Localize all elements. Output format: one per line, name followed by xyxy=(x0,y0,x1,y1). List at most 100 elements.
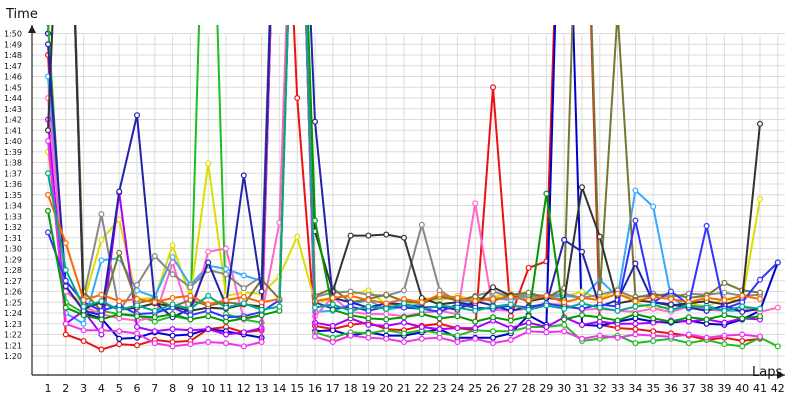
data-point xyxy=(347,307,354,314)
data-point xyxy=(703,294,710,301)
data-point xyxy=(116,188,123,195)
data-point xyxy=(578,321,585,328)
data-point xyxy=(561,321,568,328)
y-tick-label: 1:42 xyxy=(4,116,22,125)
x-tick-label: 15 xyxy=(290,382,304,395)
data-point xyxy=(80,337,87,344)
data-point xyxy=(703,334,710,341)
data-point xyxy=(507,317,514,324)
x-tick-label: 25 xyxy=(468,382,482,395)
x-tick-label: 34 xyxy=(628,382,642,395)
data-point xyxy=(205,307,212,314)
y-tick-label: 1:26 xyxy=(4,288,22,297)
data-point xyxy=(151,328,158,335)
data-point xyxy=(62,320,69,327)
data-point xyxy=(525,313,532,320)
data-point xyxy=(151,307,158,314)
data-point xyxy=(169,242,176,249)
y-tick-label: 1:28 xyxy=(4,266,22,275)
x-tick-label: 14 xyxy=(272,382,286,395)
data-point xyxy=(454,332,461,339)
data-point xyxy=(454,325,461,332)
data-point xyxy=(312,333,319,340)
y-tick-labels: 1:20 1:211:22 1:23 1:24 1:251:26 1:27 1:28 1:29… xyxy=(4,30,22,362)
x-tick-label: 24 xyxy=(450,382,464,395)
y-tick-label: 1:29 xyxy=(4,255,22,264)
data-point xyxy=(721,297,728,304)
data-point xyxy=(62,267,69,274)
data-point xyxy=(240,343,247,350)
data-point xyxy=(116,341,123,348)
data-point xyxy=(774,343,781,350)
series-group xyxy=(44,10,781,353)
data-point xyxy=(169,254,176,261)
data-point xyxy=(578,305,585,312)
data-point xyxy=(596,297,603,304)
data-point xyxy=(614,290,621,297)
data-point xyxy=(472,200,479,207)
data-point xyxy=(329,301,336,308)
data-point xyxy=(401,319,408,326)
y-axis-arrow xyxy=(28,25,36,33)
data-point xyxy=(739,292,746,299)
data-point xyxy=(44,207,51,214)
data-point xyxy=(525,289,532,296)
data-point xyxy=(685,331,692,338)
data-point xyxy=(62,331,69,338)
data-point xyxy=(454,304,461,311)
data-point xyxy=(632,326,639,333)
data-point xyxy=(169,294,176,301)
data-point xyxy=(223,318,230,325)
data-point xyxy=(134,313,141,320)
y-tick-label: 1:27 xyxy=(4,277,22,286)
data-point xyxy=(98,291,105,298)
data-point xyxy=(632,260,639,267)
data-point xyxy=(615,10,620,15)
data-point xyxy=(525,319,532,326)
data-point xyxy=(490,328,497,335)
data-point xyxy=(62,283,69,290)
data-point xyxy=(44,127,51,134)
data-point xyxy=(116,216,123,223)
y-tick-label: 1:36 xyxy=(4,180,22,189)
data-point xyxy=(347,232,354,239)
data-point xyxy=(756,120,763,127)
data-point xyxy=(169,311,176,318)
data-point xyxy=(44,191,51,198)
data-point xyxy=(721,341,728,348)
y-tick-label: 1:34 xyxy=(4,202,22,211)
data-point xyxy=(98,307,105,314)
data-point xyxy=(187,341,194,348)
data-point xyxy=(507,307,514,314)
data-point xyxy=(187,292,194,299)
data-point xyxy=(490,340,497,347)
data-point xyxy=(774,259,781,266)
data-point xyxy=(240,172,247,179)
x-tick-label: 40 xyxy=(735,382,749,395)
data-point xyxy=(44,170,51,177)
y-tick-label: 1:20 xyxy=(4,352,22,361)
data-point xyxy=(561,236,568,243)
data-point xyxy=(187,305,194,312)
data-point xyxy=(401,300,408,307)
data-point xyxy=(187,327,194,334)
y-tick-label: 1:41 xyxy=(4,126,22,135)
data-point xyxy=(80,303,87,310)
data-point xyxy=(756,289,763,296)
data-point xyxy=(365,303,372,310)
data-point xyxy=(205,326,212,333)
y-tick-label: 1:39 xyxy=(4,148,22,157)
data-point xyxy=(276,303,283,310)
data-point xyxy=(418,221,425,228)
x-tick-label: 22 xyxy=(415,382,429,395)
x-tick-label: 27 xyxy=(504,382,518,395)
data-point xyxy=(80,327,87,334)
data-point xyxy=(134,342,141,349)
data-point xyxy=(490,296,497,303)
y-tick-label: 1:24 xyxy=(4,309,22,318)
data-point xyxy=(240,285,247,292)
x-tick-label: 3 xyxy=(80,382,87,395)
data-point xyxy=(632,331,639,338)
data-point xyxy=(134,302,141,309)
